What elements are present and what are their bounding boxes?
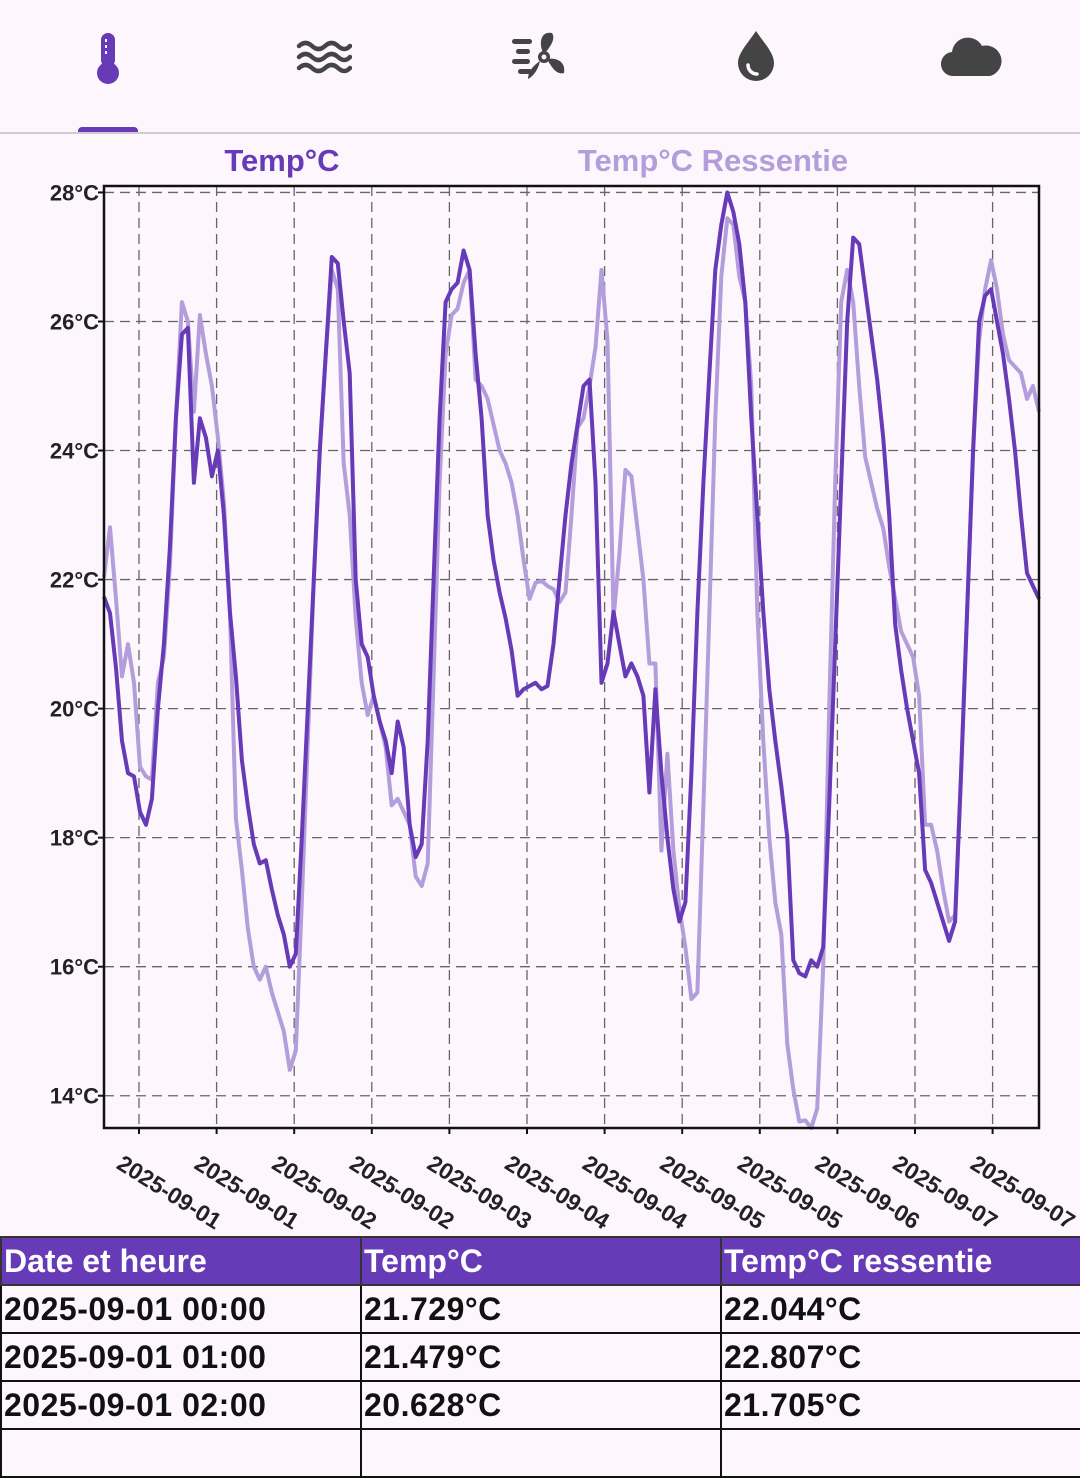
tab-divider [0,132,1080,134]
table-row: 2025-09-01 00:00 21.729°C 22.044°C [0,1284,1080,1334]
cloud-icon [940,37,1002,77]
y-tick-label: 20°C [50,697,99,722]
legend-feels-like: Temp°C Ressentie [578,143,848,178]
cell-datetime [0,1428,362,1478]
cell-datetime: 2025-09-01 02:00 [0,1380,362,1430]
cell-datetime: 2025-09-01 01:00 [0,1332,362,1382]
column-header-datetime: Date et heure [0,1236,362,1286]
tab-temperature[interactable] [0,0,216,132]
table-row [0,1428,1080,1478]
y-tick-label: 16°C [50,955,99,980]
temperature-chart: Temp°C Temp°C Ressentie 14°C 16°C 18°C 20°C… [50,143,1080,1234]
y-tick-label: 28°C [50,180,99,205]
series-line-temp [102,190,1041,979]
series-line-feels-like [102,216,1041,1130]
x-axis-ticks: 2025-09-012025-09-012025-09-022025-09-02… [113,1128,1080,1234]
chart-series [102,190,1041,1130]
cell-temp [360,1428,722,1478]
cell-feels-like: 22.807°C [720,1332,1080,1382]
chart-legend: Temp°C Temp°C Ressentie [224,143,848,178]
tab-humidity-waves[interactable] [216,0,432,132]
y-tick-label: 26°C [50,309,99,334]
tab-precipitation[interactable] [648,0,864,132]
cell-feels-like: 22.044°C [720,1284,1080,1334]
table-row: 2025-09-01 01:00 21.479°C 22.807°C [0,1332,1080,1382]
water-drop-icon [738,31,774,81]
plot-frame [102,184,1041,1130]
column-header-feels-like: Temp°C ressentie [720,1236,1080,1286]
tab-bar [0,0,1080,134]
legend-temp: Temp°C [224,143,339,178]
cell-temp: 20.628°C [360,1380,722,1430]
selected-tab-indicator [78,127,138,134]
y-tick-label: 18°C [50,826,99,851]
table-row: 2025-09-01 02:00 20.628°C 21.705°C [0,1380,1080,1430]
tab-wind[interactable] [432,0,648,132]
table-header-row: Date et heure Temp°C Temp°C ressentie [0,1236,1080,1286]
waves-icon [296,40,352,74]
y-tick-label: 14°C [50,1084,99,1109]
cell-temp: 21.479°C [360,1332,722,1382]
y-axis-ticks: 14°C 16°C 18°C 20°C 22°C 24°C 26°C 28°C [50,180,104,1109]
wind-fan-icon [512,32,565,79]
cell-temp: 21.729°C [360,1284,722,1334]
cell-feels-like: 21.705°C [720,1380,1080,1430]
column-header-temp: Temp°C [360,1236,722,1286]
cell-datetime: 2025-09-01 00:00 [0,1284,362,1334]
y-tick-label: 24°C [50,439,99,464]
cell-feels-like [720,1428,1080,1478]
tab-clouds[interactable] [864,0,1080,132]
thermometer-icon [97,33,119,84]
y-tick-label: 22°C [50,568,99,593]
